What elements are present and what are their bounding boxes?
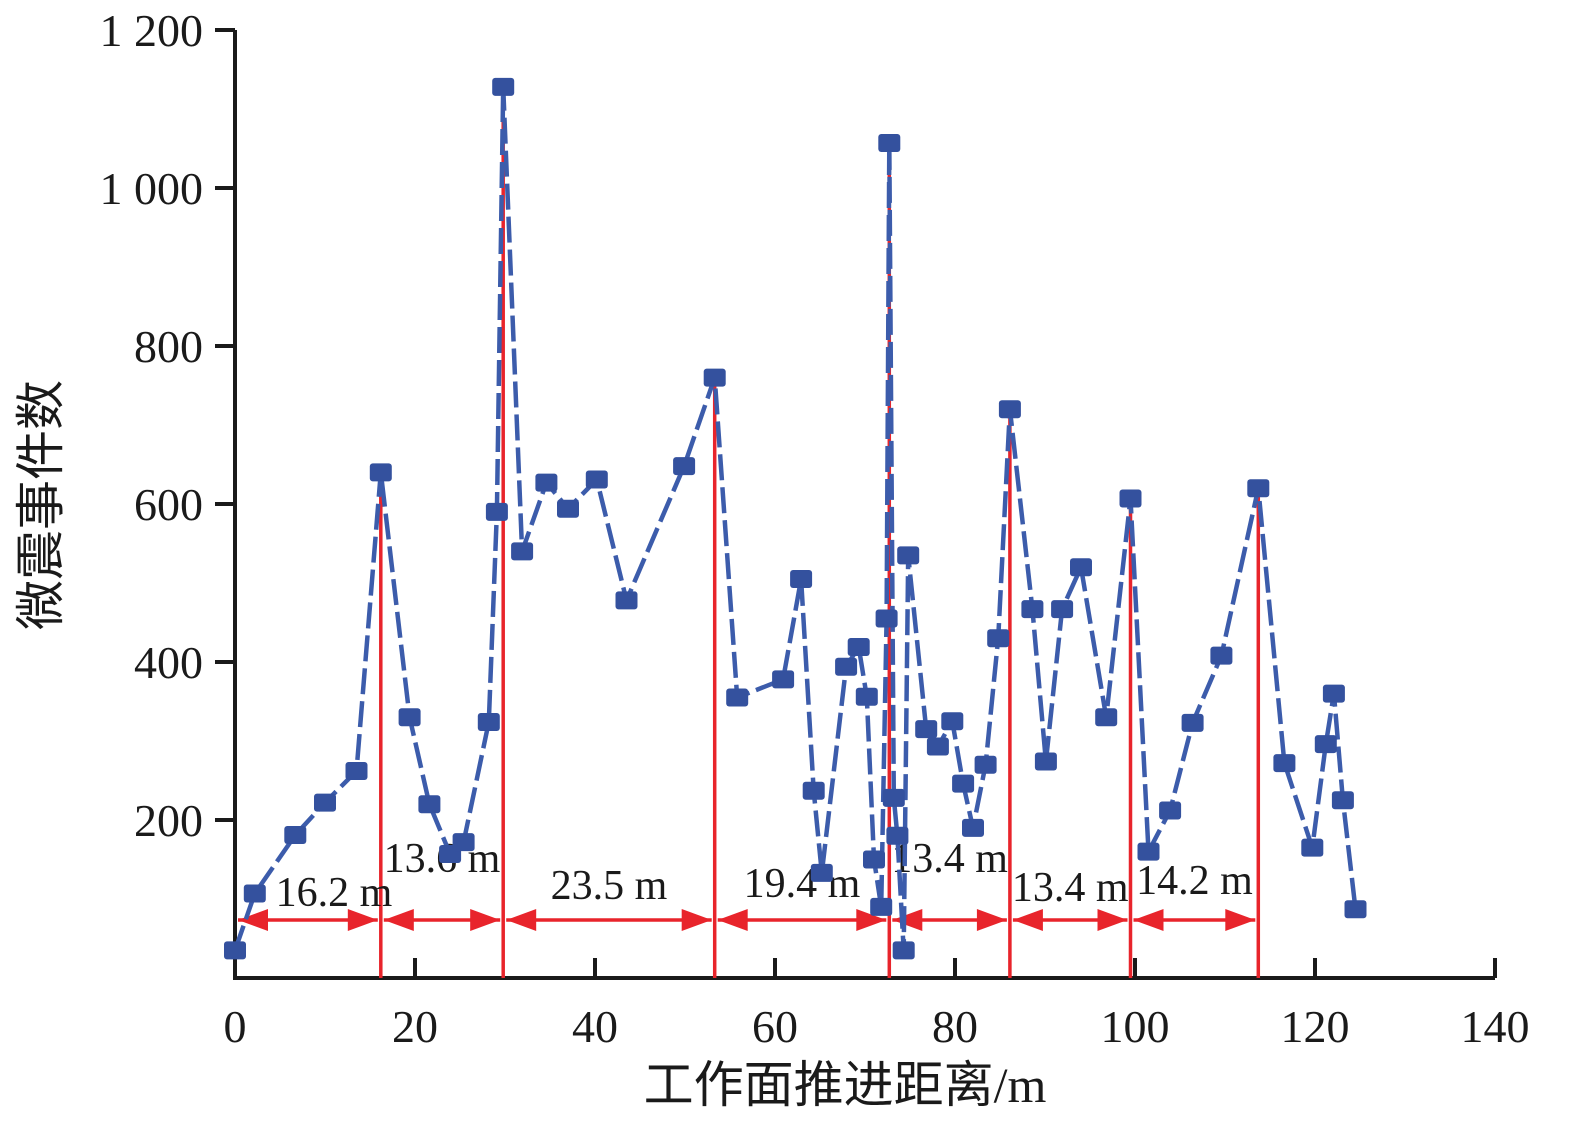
data-point-marker bbox=[810, 863, 833, 882]
data-point-marker bbox=[557, 499, 579, 518]
y-tick-label: 400 bbox=[134, 637, 203, 688]
x-tick-label: 120 bbox=[1281, 1001, 1350, 1052]
data-point-marker bbox=[511, 542, 534, 561]
data-point-marker bbox=[974, 755, 997, 774]
y-tick-label: 200 bbox=[134, 795, 203, 846]
y-tick-label: 1 200 bbox=[100, 5, 204, 56]
arrowhead-right bbox=[681, 909, 712, 931]
arrowhead-left bbox=[717, 909, 748, 931]
data-point-marker bbox=[243, 884, 266, 903]
interval-label: 16.2 m bbox=[276, 870, 393, 916]
arrowhead-right bbox=[347, 909, 378, 931]
data-point-marker bbox=[855, 687, 878, 706]
data-point-marker bbox=[477, 713, 500, 732]
data-point-marker bbox=[1301, 838, 1324, 857]
interval-label: 13.4 m bbox=[1012, 865, 1129, 911]
interval-label: 23.5 m bbox=[551, 863, 668, 909]
x-tick-label: 0 bbox=[224, 1001, 247, 1052]
data-point-marker bbox=[314, 793, 336, 812]
data-point-marker bbox=[1051, 600, 1074, 619]
data-point-marker bbox=[1247, 479, 1270, 498]
y-tick-label: 1 000 bbox=[100, 163, 204, 214]
data-line bbox=[232, 84, 1358, 953]
data-point-marker bbox=[369, 463, 392, 482]
data-point-marker bbox=[941, 712, 964, 731]
data-point-marker bbox=[962, 818, 984, 837]
arrowhead-left bbox=[1012, 909, 1043, 931]
data-point-marker bbox=[952, 774, 975, 793]
data-point-marker bbox=[535, 473, 558, 492]
data-point-marker bbox=[1344, 900, 1367, 919]
data-point-marker bbox=[772, 670, 795, 689]
interval-label: 19.4 m bbox=[744, 861, 861, 907]
data-point-marker bbox=[892, 941, 915, 960]
data-point-marker bbox=[1095, 708, 1118, 727]
x-tick-label: 80 bbox=[932, 1001, 978, 1052]
data-point-marker bbox=[926, 737, 949, 756]
data-point-marker bbox=[987, 629, 1010, 648]
data-point-marker bbox=[1273, 754, 1296, 773]
arrowhead-left bbox=[892, 909, 923, 931]
data-point-marker bbox=[673, 457, 696, 476]
data-point-marker bbox=[875, 609, 898, 628]
arrowhead-right bbox=[1097, 909, 1128, 931]
data-point-marker bbox=[1034, 752, 1057, 771]
data-point-marker bbox=[863, 850, 885, 869]
data-point-marker bbox=[870, 897, 893, 916]
x-tick-label: 40 bbox=[572, 1001, 618, 1052]
data-point-marker bbox=[345, 762, 368, 781]
data-point-marker bbox=[1322, 684, 1345, 703]
arrowhead-right bbox=[976, 909, 1007, 931]
data-point-marker bbox=[915, 720, 938, 739]
data-point-marker bbox=[882, 788, 905, 807]
x-axis-title: 工作面推进距离/m bbox=[644, 1057, 1047, 1113]
data-point-marker bbox=[485, 502, 508, 521]
data-point-marker bbox=[1159, 801, 1182, 820]
data-point-marker bbox=[1331, 791, 1354, 810]
data-point-marker bbox=[886, 826, 909, 845]
data-point-marker bbox=[492, 77, 515, 96]
x-tick-label: 20 bbox=[392, 1001, 438, 1052]
data-point-marker bbox=[1137, 842, 1160, 861]
arrowhead-right bbox=[470, 909, 501, 931]
data-point-marker bbox=[1181, 713, 1204, 732]
interval-label: 13.4 m bbox=[891, 836, 1008, 882]
data-point-marker bbox=[1021, 600, 1044, 619]
data-point-marker bbox=[398, 708, 421, 727]
x-tick-label: 60 bbox=[752, 1001, 798, 1052]
data-point-marker bbox=[452, 833, 475, 852]
data-point-marker bbox=[418, 795, 441, 814]
data-point-marker bbox=[703, 368, 726, 387]
arrowhead-left bbox=[383, 909, 414, 931]
data-point-marker bbox=[878, 133, 901, 152]
arrowhead-left bbox=[1133, 909, 1164, 931]
arrowhead-right bbox=[856, 909, 887, 931]
y-tick-label: 600 bbox=[134, 479, 203, 530]
data-point-marker bbox=[998, 400, 1021, 419]
data-point-marker bbox=[802, 781, 825, 800]
data-point-marker bbox=[726, 688, 749, 707]
data-point-marker bbox=[1119, 489, 1142, 508]
data-point-marker bbox=[897, 546, 920, 565]
data-point-marker bbox=[1070, 558, 1092, 577]
arrowhead-left bbox=[506, 909, 537, 931]
data-point-marker bbox=[790, 570, 813, 589]
arrowhead-right bbox=[1225, 909, 1256, 931]
data-point-marker bbox=[835, 657, 858, 676]
interval-label: 14.2 m bbox=[1136, 858, 1253, 904]
data-point-marker bbox=[1314, 735, 1337, 754]
data-point-marker bbox=[224, 941, 246, 960]
x-tick-label: 100 bbox=[1101, 1001, 1170, 1052]
data-point-marker bbox=[284, 826, 307, 845]
data-point-marker bbox=[1210, 646, 1233, 665]
y-axis-title: 微震事件数 bbox=[13, 380, 69, 630]
arrowhead-left bbox=[238, 909, 268, 931]
x-tick-label: 140 bbox=[1461, 1001, 1530, 1052]
data-point-marker bbox=[615, 591, 638, 610]
data-point-marker bbox=[585, 470, 608, 489]
y-tick-label: 800 bbox=[134, 321, 203, 372]
data-point-marker bbox=[847, 637, 870, 656]
